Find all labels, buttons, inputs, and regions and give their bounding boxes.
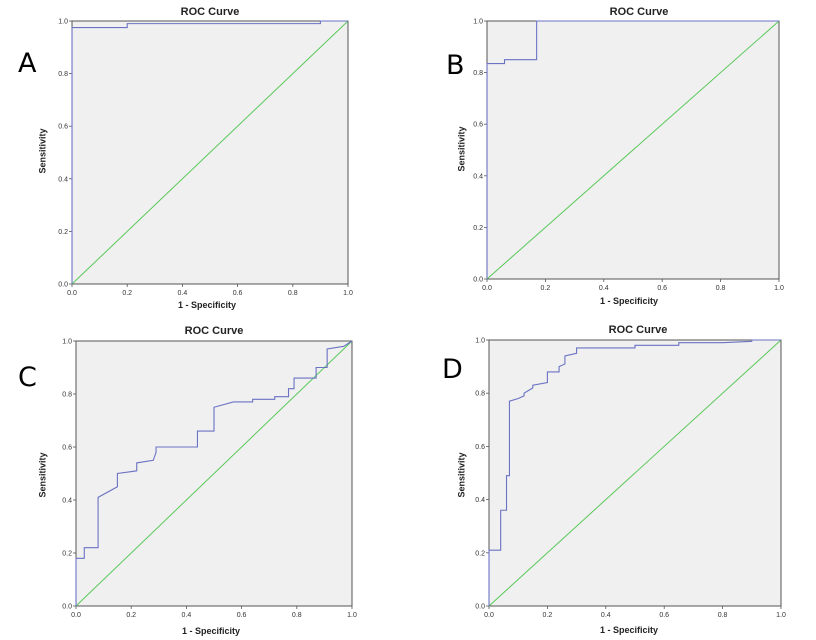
y-tick-label: 1.0	[58, 19, 68, 26]
x-tick-label: 0.2	[541, 285, 551, 292]
roc-panel-c: C ROC Curve 1 - Specificity Sensitivity …	[0, 320, 408, 640]
x-tick-label: 0.4	[178, 290, 188, 297]
y-tick-label: 0.6	[58, 124, 68, 131]
chart-title-b: ROC Curve	[609, 6, 669, 18]
y-tick-label: 0.2	[58, 229, 68, 236]
y-tick-label: 1.0	[473, 19, 483, 26]
y-tick-label: 0.8	[62, 392, 72, 399]
y-tick-label: 0.2	[475, 550, 485, 557]
x-tick-label: 1.0	[774, 285, 784, 292]
x-tick-label: 0.0	[482, 285, 492, 292]
x-tick-label: 0.6	[657, 285, 667, 292]
xlabel-c: 1 - Specificity	[182, 626, 241, 636]
reference-line	[75, 340, 353, 607]
x-tick-label: 0.0	[484, 612, 494, 619]
y-tick-label: 1.0	[62, 339, 72, 346]
reference-line	[488, 339, 782, 607]
x-tick-label: 1.0	[776, 612, 786, 619]
x-tick-label: 0.8	[716, 285, 726, 292]
roc-chart-c: 0.0 0.2 0.4 0.6 0.8 1.0 0.0 0.2 0.4 0.6 0.8 1.0	[62, 339, 357, 620]
roc-chart-a: 0.0 0.2 0.4 0.6 0.8 1.0 0.0 0.2 0.4 0.6 0.8 1.0	[58, 19, 353, 298]
xlabel-a: 1 - Specificity	[178, 300, 237, 310]
x-tick-label: 0.2	[122, 290, 132, 297]
x-tick-label: 0.6	[659, 612, 669, 619]
y-tick-label: 1.0	[475, 338, 485, 345]
chart-title-a: ROC Curve	[180, 6, 240, 18]
y-tick-label: 0.4	[473, 173, 483, 180]
reference-line	[486, 20, 780, 280]
panel-letter-a: A	[18, 48, 37, 79]
roc-chart-d: 0.0 0.2 0.4 0.6 0.8 1.0 0.0 0.2 0.4 0.6 0.8 1.0	[475, 338, 786, 620]
x-tick-label: 0.8	[288, 290, 298, 297]
y-tick-label: 0.0	[62, 604, 72, 611]
y-tick-label: 0.4	[62, 498, 72, 505]
y-tick-label: 0.0	[58, 282, 68, 289]
y-tick-label: 0.6	[62, 445, 72, 452]
x-tick-label: 1.0	[343, 290, 353, 297]
roc-curve	[488, 339, 781, 606]
panel-letter-d: D	[442, 354, 463, 385]
roc-panel-b: B ROC Curve 1 - Specificity Sensitivity …	[408, 0, 816, 320]
roc-curve	[71, 20, 348, 284]
x-tick-label: 0.2	[126, 612, 136, 619]
roc-panel-a: A ROC Curve 1 - Specificity Sensitivity …	[0, 0, 408, 320]
y-tick-label: 0.2	[473, 225, 483, 232]
y-tick-label: 0.0	[473, 277, 483, 284]
y-tick-label: 0.6	[475, 444, 485, 451]
y-tick-label: 0.6	[473, 122, 483, 129]
y-tick-label: 0.8	[475, 391, 485, 398]
xlabel-b: 1 - Specificity	[600, 296, 659, 306]
xlabel-d: 1 - Specificity	[600, 625, 659, 635]
y-tick-label: 0.4	[58, 176, 68, 183]
panel-letter-b: B	[446, 50, 465, 81]
chart-title-c: ROC Curve	[184, 325, 244, 337]
y-tick-label: 0.2	[62, 551, 72, 558]
y-tick-label: 0.0	[475, 604, 485, 611]
x-tick-label: 0.0	[67, 290, 77, 297]
y-tick-label: 0.8	[58, 71, 68, 78]
x-tick-label: 0.8	[718, 612, 728, 619]
x-tick-label: 0.4	[601, 612, 611, 619]
x-tick-label: 0.6	[237, 612, 247, 619]
x-tick-label: 0.2	[543, 612, 553, 619]
roc-curve	[75, 340, 353, 606]
x-tick-label: 0.4	[182, 612, 192, 619]
x-tick-label: 1.0	[347, 612, 357, 619]
x-tick-label: 0.0	[71, 612, 81, 619]
x-tick-label: 0.8	[292, 612, 302, 619]
roc-curve	[486, 20, 779, 279]
chart-title-d: ROC Curve	[608, 324, 668, 336]
x-tick-label: 0.4	[599, 285, 609, 292]
x-tick-label: 0.6	[233, 290, 243, 297]
y-tick-label: 0.4	[475, 497, 485, 504]
y-tick-label: 0.8	[473, 70, 483, 77]
roc-chart-b: 0.0 0.2 0.4 0.6 0.8 1.0 0.0 0.2 0.4 0.6 0.8 1.0	[473, 19, 784, 293]
roc-panel-d: D ROC Curve 1 - Specificity Sensitivity …	[408, 320, 816, 640]
panel-letter-c: C	[18, 362, 37, 393]
reference-line	[71, 20, 349, 285]
